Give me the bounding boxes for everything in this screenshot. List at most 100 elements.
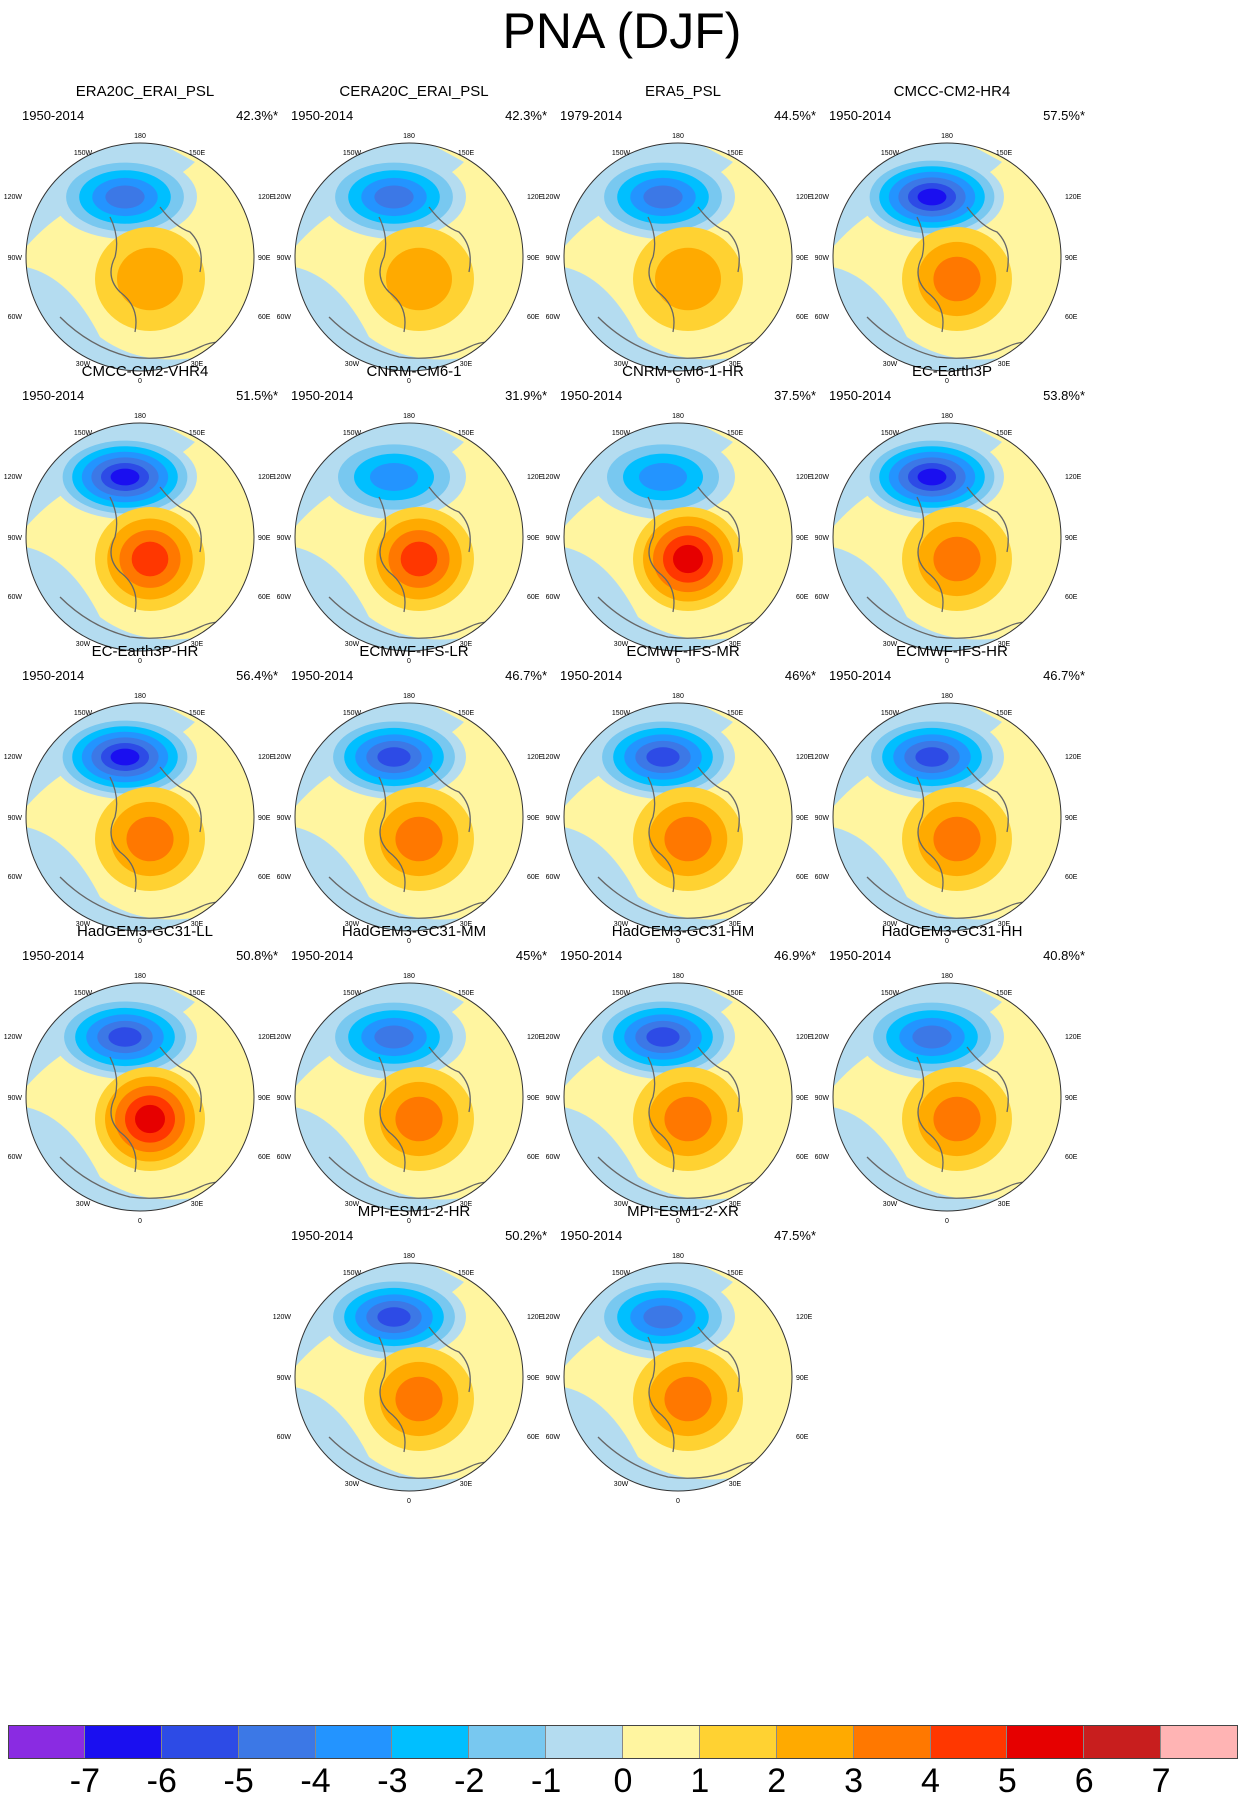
longitude-label: 0 [138, 658, 142, 665]
longitude-label: 150W [74, 710, 93, 717]
map-boundary [832, 982, 1062, 1212]
longitude-label: 120W [542, 474, 561, 481]
panel-period: 1950-2014 [829, 948, 892, 963]
longitude-label: 60E [1065, 314, 1078, 321]
longitude-label: 120W [811, 754, 830, 761]
longitude-label: 30E [191, 921, 204, 928]
panel-period: 1950-2014 [291, 388, 354, 403]
page-title: PNA (DJF) [502, 3, 742, 59]
longitude-label: 180 [134, 413, 146, 420]
colorbar-swatch [238, 1725, 316, 1759]
map-panel: ECMWF-IFS-MR 1950-2014 46%* 180 150W 150E 120W… [538, 643, 828, 953]
negative-anomaly-region-south [295, 1107, 469, 1211]
longitude-label: 180 [403, 693, 415, 700]
longitude-label: 90E [1065, 535, 1078, 542]
panel-variance-explained: 50.8%* [236, 948, 278, 963]
longitude-label: 120E [258, 194, 275, 201]
colorbar-tick-label: 2 [767, 1762, 787, 1800]
panel-period: 1950-2014 [291, 1228, 354, 1243]
longitude-label: 90W [815, 255, 830, 262]
panel-period: 1950-2014 [22, 108, 85, 123]
colorbar-swatch [1084, 1725, 1162, 1759]
longitude-label: 30E [191, 641, 204, 648]
negative-contour [377, 1307, 411, 1327]
panel-variance-explained: 45%* [515, 948, 547, 963]
polar-map: 180 150W 150E 120W 120E 90W 90E 60W 60E 30W 30E 0 [542, 413, 813, 665]
longitude-label: 60E [796, 1154, 809, 1161]
panel-period: 1950-2014 [829, 108, 892, 123]
panel-variance-explained: 37.5%* [774, 388, 816, 403]
longitude-label: 120E [796, 1034, 813, 1041]
longitude-label: 30E [191, 1201, 204, 1208]
colorbar-swatch [469, 1725, 547, 1759]
map-panel: ERA5_PSL 1979-2014 44.5%* 180 150W 150E 120W 12… [538, 83, 828, 393]
longitude-label: 90E [796, 1095, 809, 1102]
map-panel: ECMWF-IFS-HR 1950-2014 46.7%* 180 150W 150E 12… [807, 643, 1097, 953]
panel-title: CMCC-CM2-HR4 [893, 83, 1011, 100]
panel-variance-explained: 40.8%* [1043, 948, 1085, 963]
longitude-label: 60W [8, 1154, 23, 1161]
map-boundary [563, 422, 793, 652]
longitude-label: 0 [676, 378, 680, 385]
positive-contour [933, 816, 981, 862]
panel-title: CMCC-CM2-VHR4 [81, 363, 209, 380]
longitude-label: 150W [881, 150, 900, 157]
longitude-label: 120E [527, 1034, 544, 1041]
longitude-label: 120W [273, 474, 292, 481]
panel-title: HadGEM3-GC31-MM [341, 923, 487, 940]
longitude-label: 30W [614, 1481, 629, 1488]
colorbar-swatch [315, 1725, 393, 1759]
longitude-label: 60E [258, 594, 271, 601]
longitude-label: 150E [996, 430, 1013, 437]
map-boundary [294, 422, 524, 652]
panel-title: ERA20C_ERAI_PSL [75, 83, 215, 100]
longitude-label: 90E [796, 535, 809, 542]
longitude-label: 0 [138, 938, 142, 945]
negative-contour [646, 1027, 680, 1047]
positive-contour [117, 247, 183, 311]
panel-title: EC-Earth3P-HR [91, 643, 199, 660]
panel-period: 1950-2014 [829, 388, 892, 403]
panel-variance-explained: 44.5%* [774, 108, 816, 123]
longitude-label: 150W [612, 1270, 631, 1277]
positive-contour [126, 816, 174, 862]
longitude-label: 90W [815, 815, 830, 822]
longitude-label: 120W [542, 754, 561, 761]
longitude-label: 90W [546, 815, 561, 822]
colorbar-swatch [8, 1725, 85, 1759]
polar-map: 180 150W 150E 120W 120E 90W 90E 60W 60E 30W 30E 0 [4, 973, 275, 1225]
positive-contour [664, 1096, 712, 1142]
negative-contour [108, 1027, 142, 1047]
longitude-label: 60W [546, 594, 561, 601]
longitude-label: 150W [343, 150, 362, 157]
panel-variance-explained: 53.8%* [1043, 388, 1085, 403]
colorbar-tick-label: -5 [223, 1762, 254, 1800]
map-panel: HadGEM3-GC31-MM 1950-2014 45%* 180 150W 150E 1… [269, 923, 559, 1233]
longitude-label: 0 [945, 938, 949, 945]
longitude-label: 90W [8, 815, 23, 822]
panel-title: ECMWF-IFS-HR [896, 643, 1008, 660]
map-panel: CNRM-CM6-1-HR 1950-2014 37.5%* 180 150W 150E 1… [538, 363, 828, 673]
longitude-label: 30W [883, 1201, 898, 1208]
longitude-label: 90W [8, 255, 23, 262]
panel-period: 1950-2014 [22, 948, 85, 963]
colorbar-tick-label: 5 [997, 1762, 1017, 1800]
longitude-label: 150W [612, 430, 631, 437]
negative-anomaly-region-south [833, 267, 1007, 371]
longitude-label: 90E [258, 255, 271, 262]
longitude-label: 90W [277, 815, 292, 822]
panel-variance-explained: 50.2%* [505, 1228, 547, 1243]
map-panel: EC-Earth3P-HR 1950-2014 56.4%* 180 150W 150E 1… [0, 643, 290, 953]
map-panel: HadGEM3-GC31-HH 1950-2014 40.8%* 180 150W 150… [807, 923, 1097, 1233]
longitude-label: 150W [881, 990, 900, 997]
negative-anomaly-region-south [295, 267, 469, 371]
longitude-label: 120W [811, 194, 830, 201]
negative-anomaly-region-south [26, 827, 200, 931]
panel-title: HadGEM3-GC31-HH [881, 923, 1023, 940]
longitude-label: 0 [676, 938, 680, 945]
colorbar-tick-label: 7 [1151, 1762, 1171, 1800]
longitude-label: 120W [4, 474, 23, 481]
longitude-label: 90E [258, 1095, 271, 1102]
colorbar-tick-label: -2 [454, 1762, 485, 1800]
panel-period: 1950-2014 [560, 948, 623, 963]
